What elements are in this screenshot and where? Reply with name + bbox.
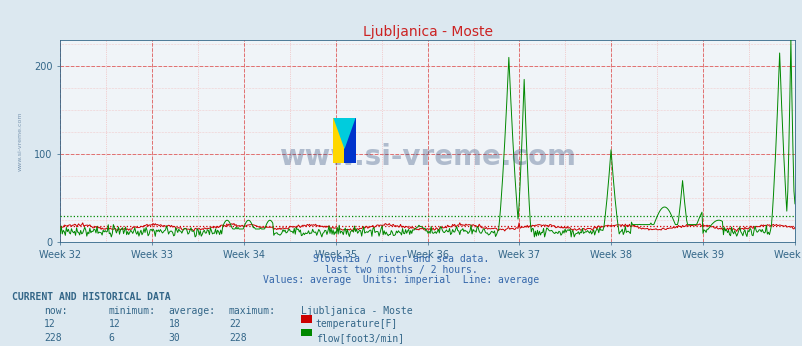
Text: www.si-vreme.com: www.si-vreme.com — [18, 111, 22, 171]
Text: last two months / 2 hours.: last two months / 2 hours. — [325, 265, 477, 275]
Text: 12: 12 — [44, 319, 56, 329]
Text: 22: 22 — [229, 319, 241, 329]
Text: flow[foot3/min]: flow[foot3/min] — [315, 333, 403, 343]
Text: minimum:: minimum: — [108, 306, 156, 316]
Text: Slovenia / river and sea data.: Slovenia / river and sea data. — [313, 254, 489, 264]
Text: Values: average  Units: imperial  Line: average: Values: average Units: imperial Line: av… — [263, 275, 539, 285]
Text: now:: now: — [44, 306, 67, 316]
Text: maximum:: maximum: — [229, 306, 276, 316]
Polygon shape — [333, 118, 355, 149]
Text: www.si-vreme.com: www.si-vreme.com — [279, 143, 575, 171]
Bar — [333, 118, 344, 163]
Bar — [344, 118, 355, 163]
Text: 228: 228 — [229, 333, 246, 343]
Text: Ljubljanica - Moste: Ljubljanica - Moste — [301, 306, 412, 316]
Text: 12: 12 — [108, 319, 120, 329]
Text: 18: 18 — [168, 319, 180, 329]
Text: average:: average: — [168, 306, 216, 316]
Text: 228: 228 — [44, 333, 62, 343]
Text: 6: 6 — [108, 333, 114, 343]
Text: CURRENT AND HISTORICAL DATA: CURRENT AND HISTORICAL DATA — [12, 292, 171, 302]
Text: 30: 30 — [168, 333, 180, 343]
Text: temperature[F]: temperature[F] — [315, 319, 397, 329]
Title: Ljubljanica - Moste: Ljubljanica - Moste — [363, 25, 492, 39]
